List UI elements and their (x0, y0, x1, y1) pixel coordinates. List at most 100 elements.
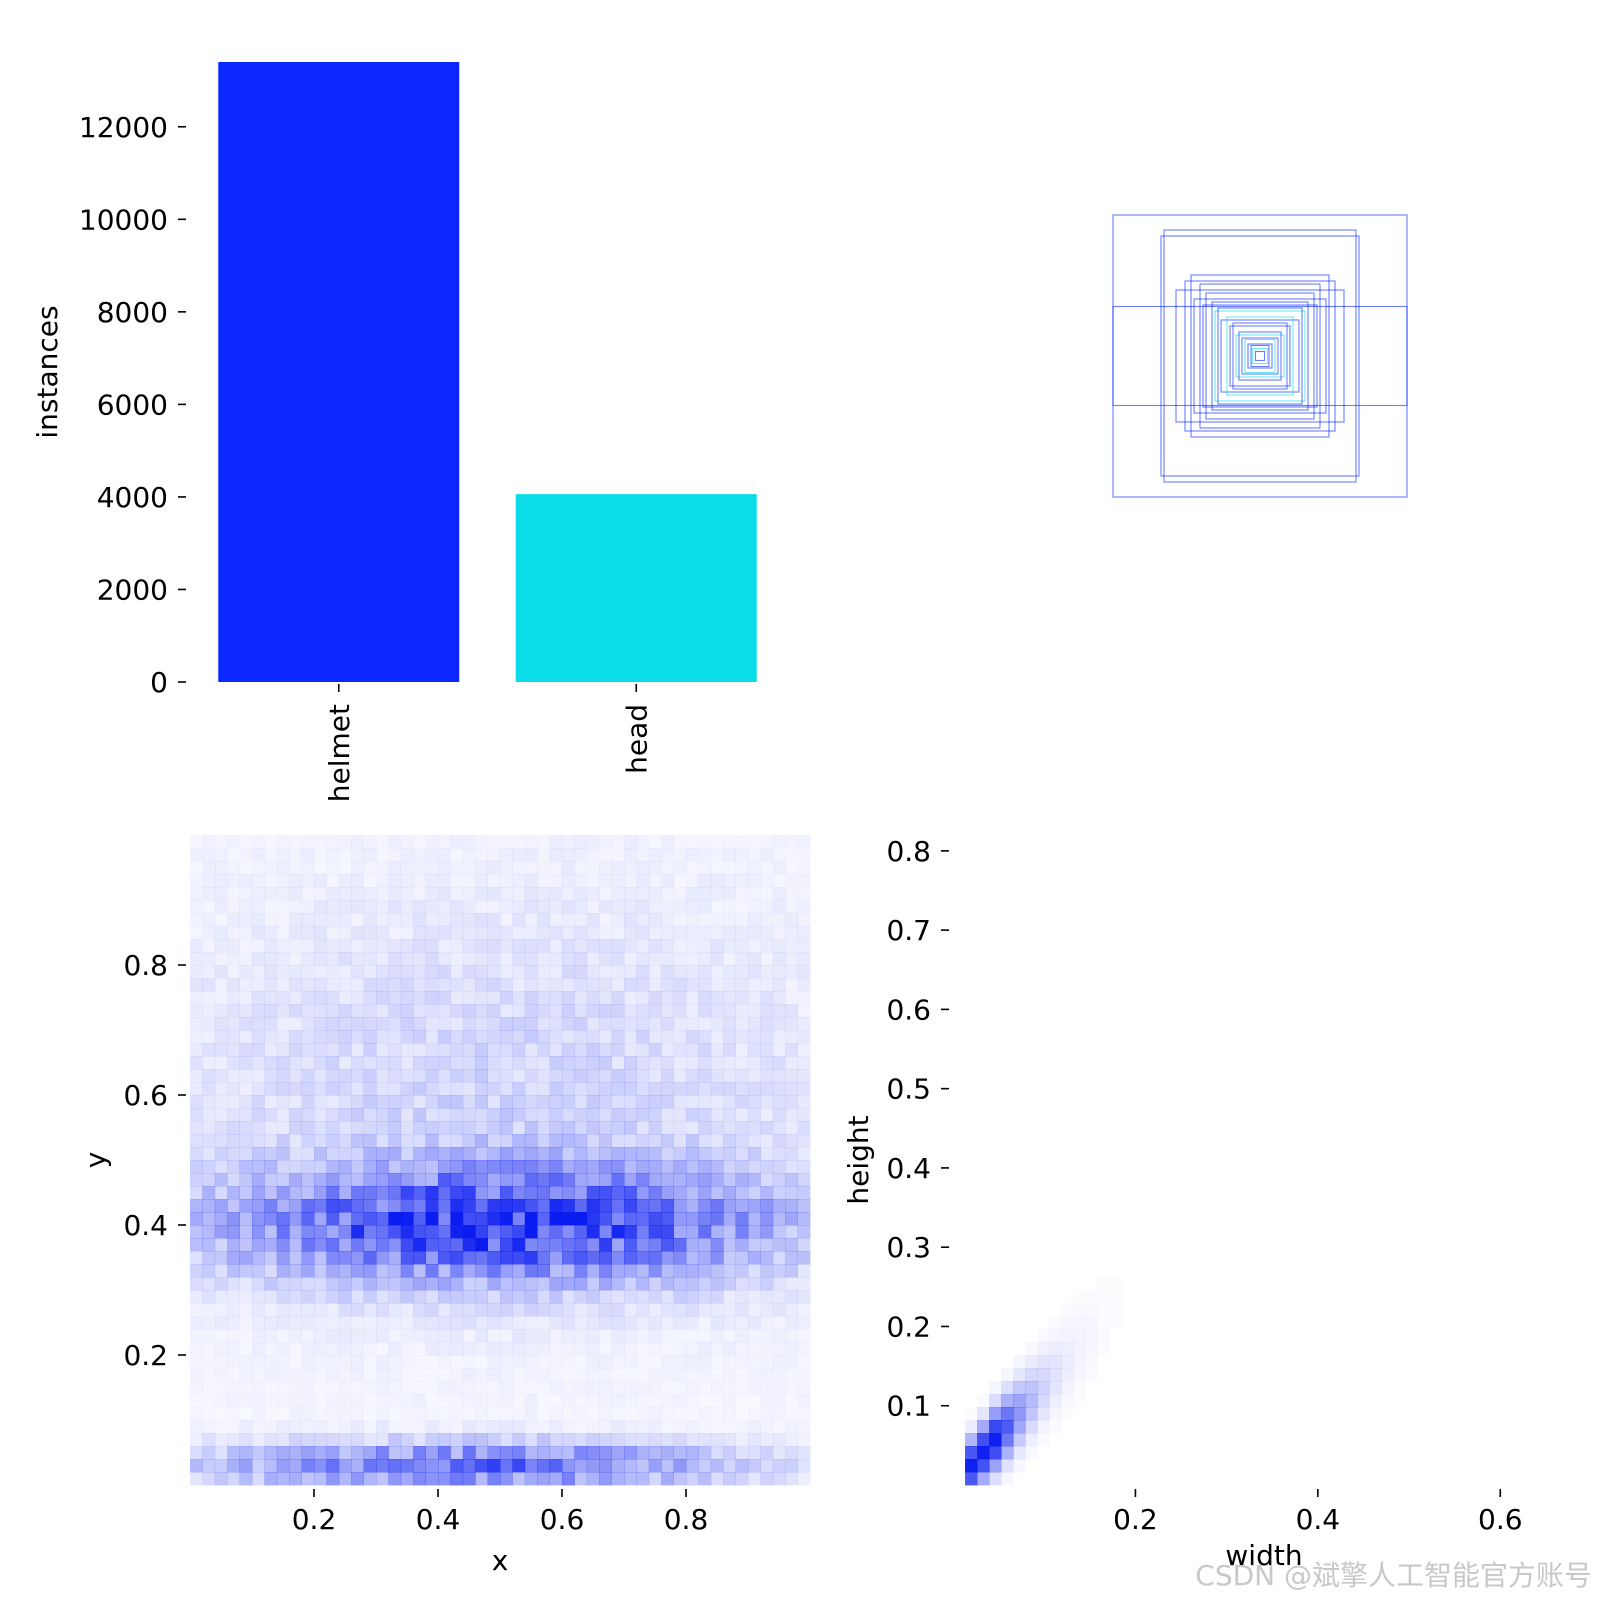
heatmap-cell (264, 1173, 278, 1187)
heatmap-cell (611, 887, 625, 901)
heatmap-cell (264, 861, 278, 875)
heatmap-cell (636, 1472, 650, 1486)
heatmap-cell (276, 1095, 290, 1109)
heatmap-cell (525, 1381, 538, 1394)
heatmap-cell (289, 1160, 302, 1174)
heatmap-cell (686, 1004, 699, 1018)
heatmap-cell (1061, 1303, 1073, 1316)
heatmap-cell (363, 1004, 377, 1018)
heatmap-cell (661, 1472, 674, 1486)
heatmap-cell (673, 1238, 687, 1252)
heatmap-cell (772, 1407, 786, 1421)
heatmap-cell (252, 1212, 265, 1226)
heatmap-cell (438, 1433, 451, 1447)
heatmap-cell (227, 952, 240, 966)
heatmap-cell (202, 1082, 216, 1096)
heatmap-cell (735, 952, 749, 966)
heatmap-cell (624, 1446, 637, 1460)
heatmap-cell (661, 861, 674, 875)
heatmap-cell (239, 1433, 253, 1447)
heatmap-cell (462, 848, 476, 862)
heatmap-cell (562, 1238, 575, 1252)
heatmap-cell (314, 1173, 327, 1187)
heatmap-cell (636, 1069, 650, 1083)
heatmap-cell (686, 1186, 699, 1200)
heatmap-cell (723, 1316, 736, 1330)
x-tick-label: 0.2 (1113, 1503, 1158, 1536)
heatmap-cell (338, 1160, 352, 1174)
heatmap-cell (599, 874, 612, 888)
heatmap-cell (785, 926, 798, 940)
heatmap-cell (760, 835, 774, 849)
heatmap-cell (549, 1355, 563, 1369)
heatmap-cell (413, 1303, 426, 1317)
heatmap-cell (785, 1381, 798, 1395)
heatmap-cell (351, 1459, 364, 1473)
heatmap-cell (649, 835, 662, 848)
heatmap-cell (252, 1303, 265, 1317)
label-box (1112, 214, 1408, 498)
heatmap-cell (524, 1472, 538, 1486)
heatmap-cell (462, 1030, 476, 1044)
heatmap-cell (326, 1407, 340, 1421)
heatmap-cell (772, 1004, 786, 1018)
heatmap-cell (599, 1446, 612, 1460)
heatmap-cell (686, 1225, 699, 1239)
heatmap-cell (611, 1264, 625, 1278)
heatmap-cell (611, 1095, 625, 1109)
heatmap-cell (462, 1017, 476, 1031)
heatmap-cell (276, 926, 290, 940)
heatmap-cell (549, 887, 563, 901)
heatmap-cell (965, 1459, 978, 1473)
heatmap-cell (549, 952, 563, 966)
heatmap-cell (450, 939, 464, 953)
x-tick-label: helmet (323, 704, 356, 802)
heatmap-cell (772, 1238, 786, 1252)
heatmap-cell (710, 1056, 724, 1070)
heatmap-cell (686, 1290, 699, 1304)
heatmap-cell (748, 965, 761, 979)
heatmap-cell (252, 848, 265, 862)
heatmap-cell (450, 1329, 464, 1343)
heatmap-cell (673, 1030, 687, 1044)
heatmap-cell (376, 1004, 389, 1018)
heatmap-cell (586, 1290, 600, 1304)
heatmap-cell (326, 1303, 340, 1317)
heatmap-cell (338, 1095, 352, 1109)
heatmap-cell (624, 1069, 637, 1083)
heatmap-cell (475, 1472, 488, 1486)
heatmap-cell (487, 1264, 501, 1278)
heatmap-cell (190, 1446, 203, 1460)
heatmap-cell (760, 1407, 774, 1421)
heatmap-cell (648, 1030, 662, 1044)
heatmap-cell (1037, 1342, 1050, 1356)
heatmap-cell (487, 1212, 501, 1226)
heatmap-cell (648, 1420, 662, 1434)
heatmap-cell (797, 1290, 811, 1304)
heatmap-cell (252, 1355, 265, 1369)
heatmap-cell (723, 1199, 736, 1213)
heatmap-cell (413, 1160, 426, 1174)
heatmap-cell (264, 1433, 278, 1447)
heatmap-cell (487, 1056, 501, 1070)
heatmap-cell (797, 1043, 811, 1057)
heatmap-cell (301, 1277, 315, 1291)
heatmap-cell (239, 1082, 253, 1096)
heatmap-cell (240, 1342, 253, 1355)
heatmap-cell (524, 887, 538, 901)
heatmap-cell (661, 1134, 674, 1148)
heatmap-cell (202, 1420, 216, 1434)
heatmap-cell (537, 1160, 550, 1174)
heatmap-cell (599, 991, 612, 1005)
heatmap-cell (599, 1173, 612, 1187)
heatmap-cell (388, 835, 402, 849)
heatmap-cell (562, 1277, 575, 1291)
heatmap-cell (363, 913, 377, 927)
heatmap-cell (711, 1355, 724, 1368)
heatmap-cell (524, 1043, 538, 1057)
heatmap-cell (214, 1069, 228, 1083)
heatmap-cell (785, 1329, 798, 1343)
heatmap-cell (772, 965, 786, 979)
heatmap-cell (686, 1420, 699, 1434)
heatmap-cell (487, 1134, 501, 1148)
